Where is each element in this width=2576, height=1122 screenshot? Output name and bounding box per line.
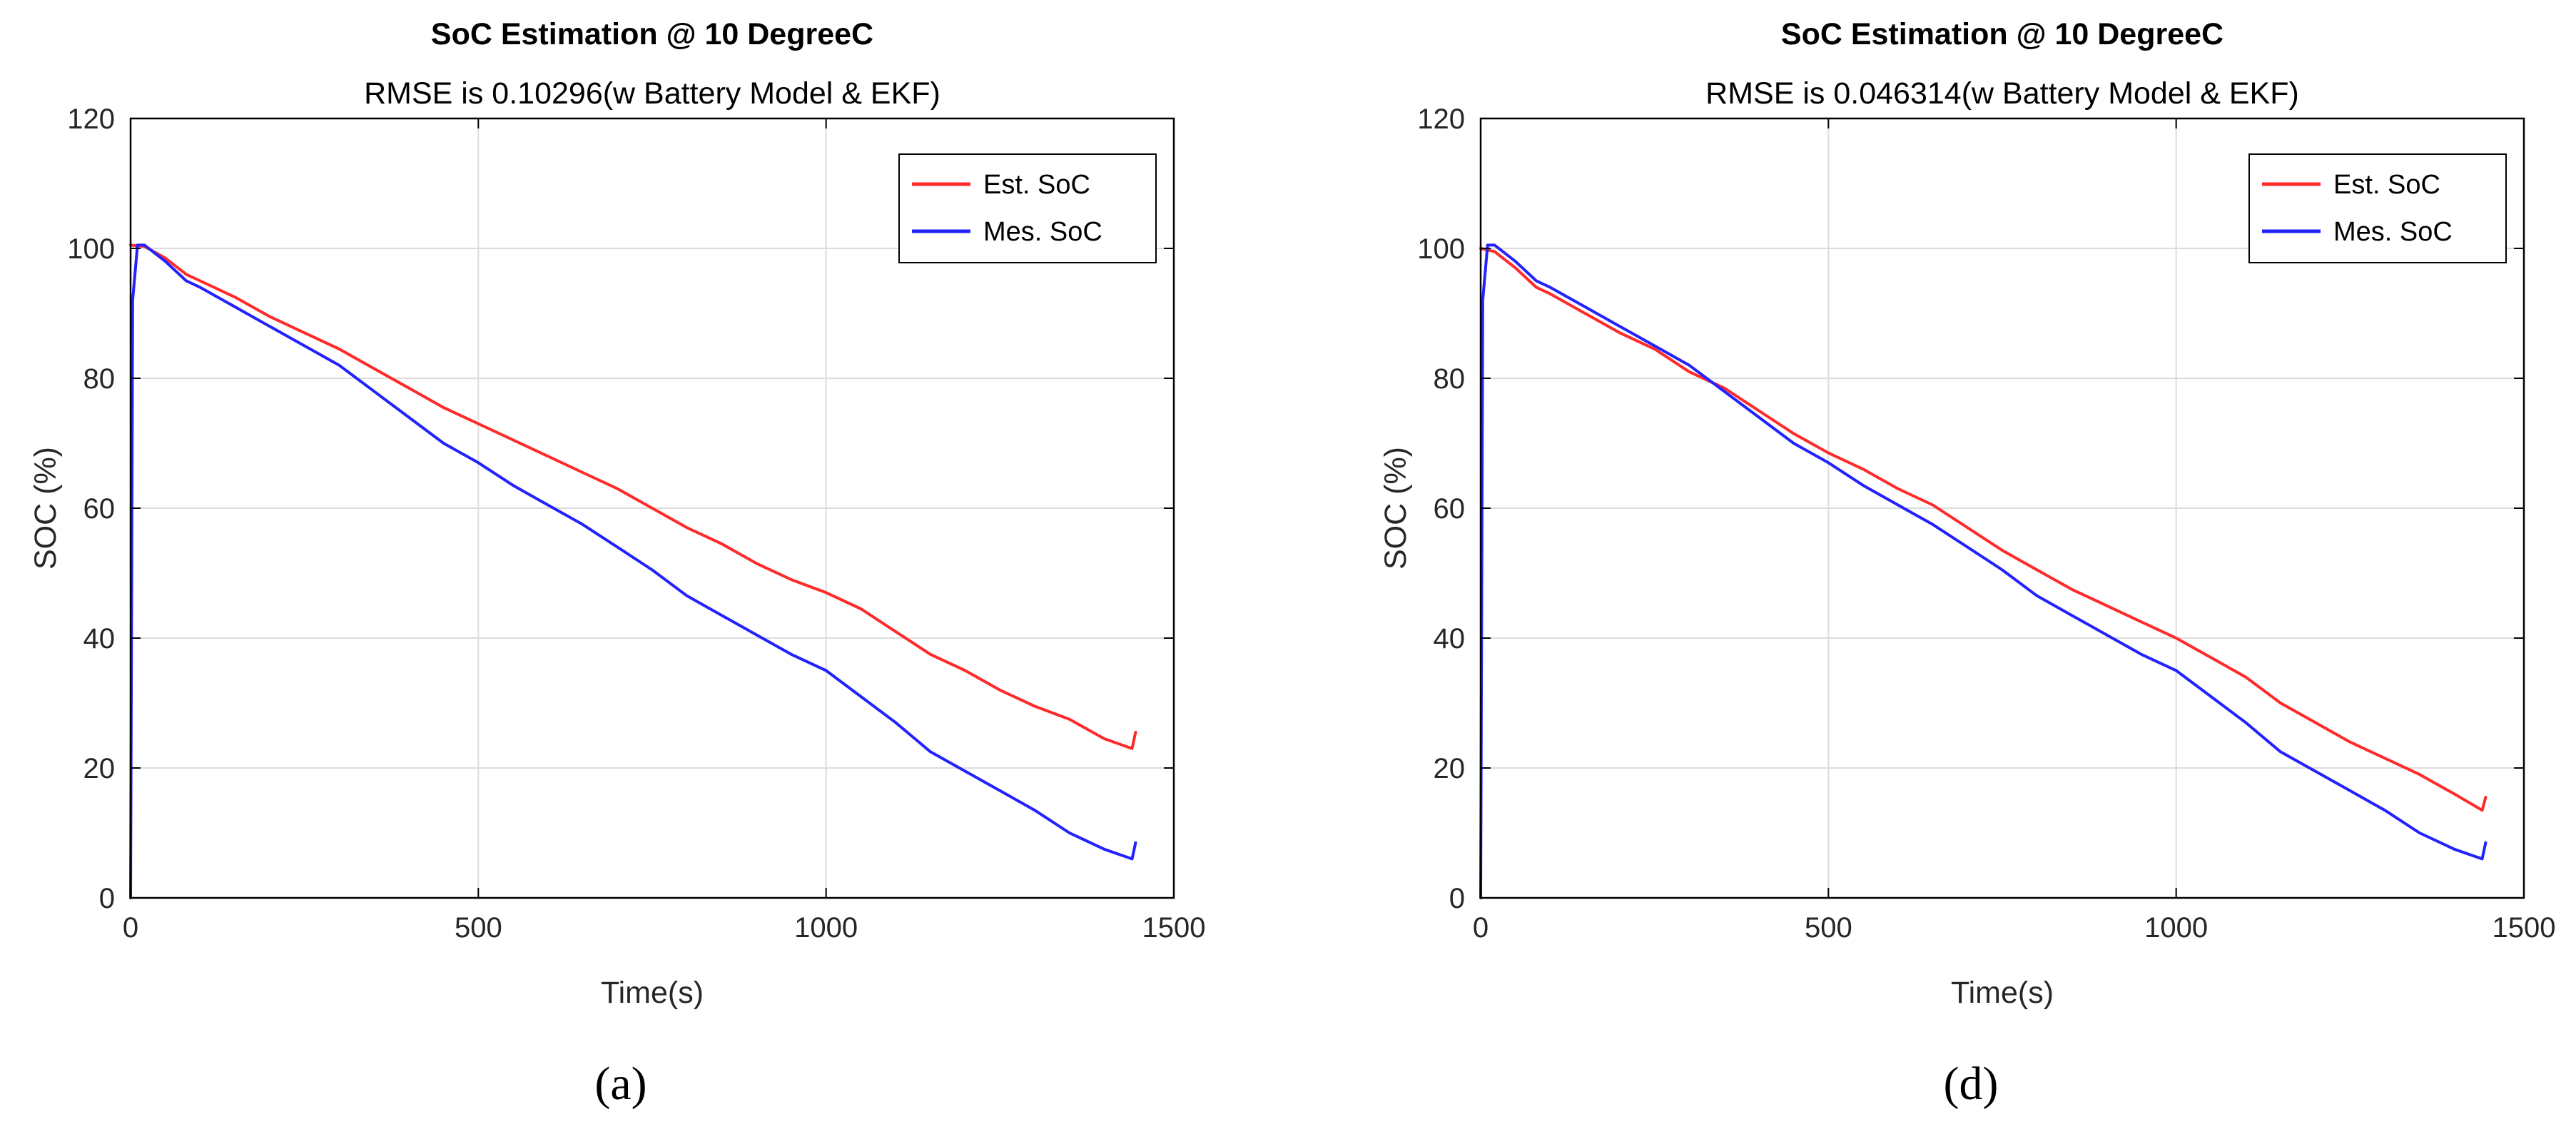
y-axis-label: SOC (%) [1379,447,1413,570]
legend-label-mes-soc: Mes. SoC [2333,217,2453,247]
series-line-mes-soc [129,243,1137,899]
y-tick-label: 120 [67,103,115,135]
legend: Est. SoC Mes. SoC [898,153,1157,263]
chart-subtitle: RMSE is 0.10296(w Battery Model & EKF) [364,76,940,111]
legend-box [898,153,1157,263]
chart-title: SoC Estimation @ 10 DegreeC [431,17,873,51]
legend-label-est-soc: Est. SoC [2333,170,2440,200]
x-axis-label: Time(s) [1951,976,2054,1010]
series-line-est-soc [129,243,1137,750]
chart-panel-d: 0 500 1000 1500 0 20 40 60 80 100 120 SoC Estimatio… [1379,17,2555,1110]
y-tick-label: 120 [1417,103,1465,135]
y-tick-label: 60 [83,493,116,525]
legend: Est. SoC Mes. SoC [2248,153,2507,263]
chart-panel-a: 0 500 1000 1500 0 20 40 60 80 100 120 SoC Estimatio… [29,17,1205,1110]
y-tick-label: 0 [1449,883,1465,914]
y-axis-label: SOC (%) [29,447,63,570]
x-tick-label: 500 [455,912,502,944]
x-tick-label: 1500 [1142,912,1206,944]
x-tick-label: 0 [123,912,138,944]
y-tick-label: 20 [1434,753,1466,784]
y-tick-label: 100 [1417,233,1465,265]
x-tick-label: 0 [1473,912,1489,944]
panel-caption: (d) [1944,1058,1999,1110]
x-tick-label: 500 [1805,912,1852,944]
y-tick-label: 20 [83,753,116,784]
y-tick-label: 0 [99,883,115,914]
y-tick-label: 80 [1434,363,1466,395]
legend-label-est-soc: Est. SoC [983,170,1090,200]
y-tick-label: 80 [83,363,116,395]
panel-caption: (a) [594,1058,646,1110]
x-tick-label: 1000 [794,912,858,944]
legend-box [2248,153,2507,263]
legend-label-mes-soc: Mes. SoC [983,217,1102,247]
chart-title: SoC Estimation @ 10 DegreeC [1781,17,2223,51]
y-tick-label: 100 [67,233,115,265]
x-axis-label: Time(s) [601,976,704,1010]
series-line-mes-soc [1479,243,2488,899]
series-line-est-soc [1479,247,2488,812]
x-tick-label: 1000 [2144,912,2208,944]
x-tick-label: 1500 [2493,912,2556,944]
y-tick-label: 60 [1434,493,1466,525]
chart-subtitle: RMSE is 0.046314(w Battery Model & EKF) [1705,76,2299,111]
y-tick-label: 40 [1434,623,1466,654]
y-tick-label: 40 [83,623,116,654]
